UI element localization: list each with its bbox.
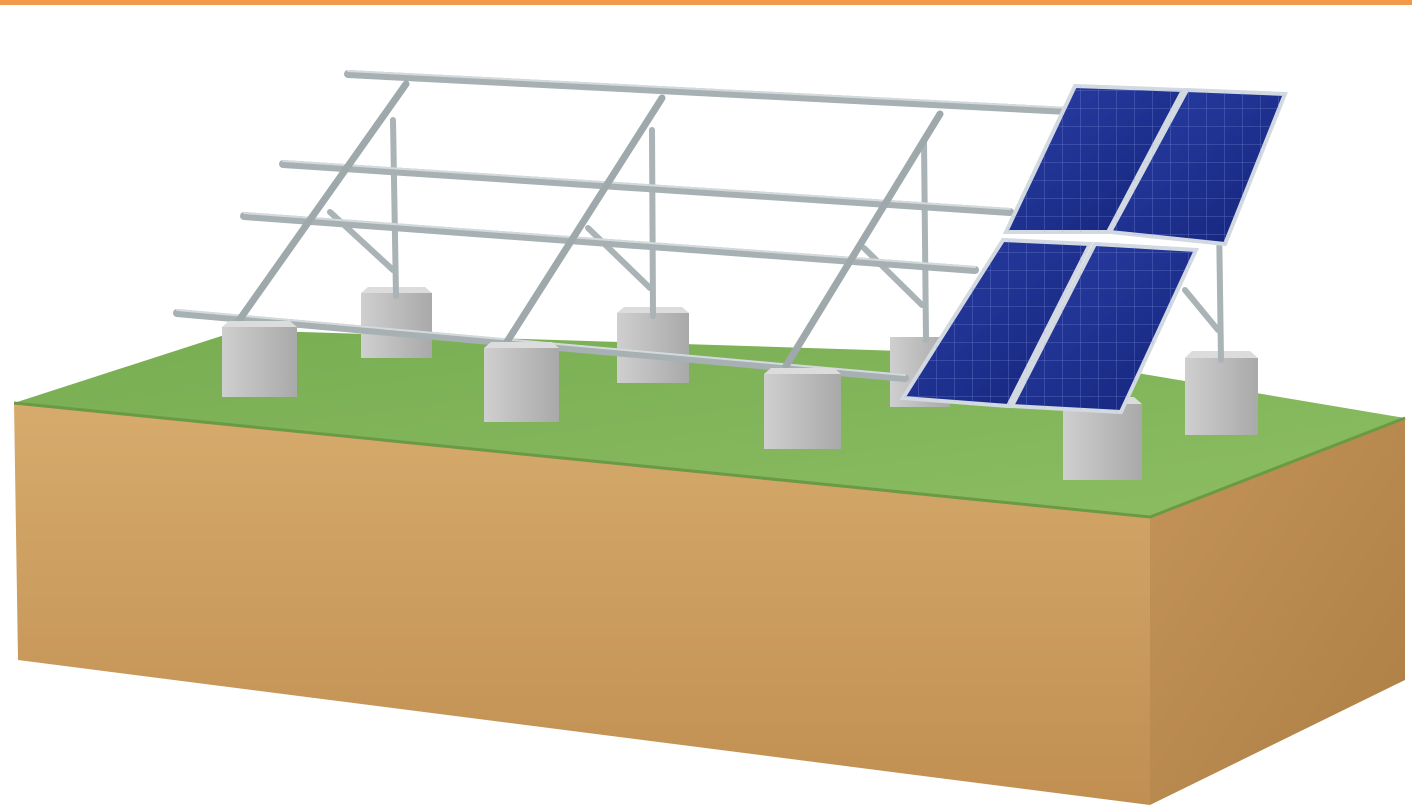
top-accent-rule <box>0 0 1412 5</box>
concrete-footing <box>361 287 432 358</box>
diagonal-rafters <box>231 80 944 370</box>
concrete-footing <box>1185 351 1258 435</box>
rail <box>240 212 979 274</box>
rail <box>344 70 1072 115</box>
solar-array <box>899 83 1288 415</box>
concrete-footing <box>222 321 297 397</box>
concrete-footing <box>764 368 841 449</box>
concrete-footing <box>484 342 559 422</box>
soil-front-face <box>14 403 1150 805</box>
soil-side-face <box>1150 418 1405 805</box>
support-posts <box>327 117 1224 363</box>
